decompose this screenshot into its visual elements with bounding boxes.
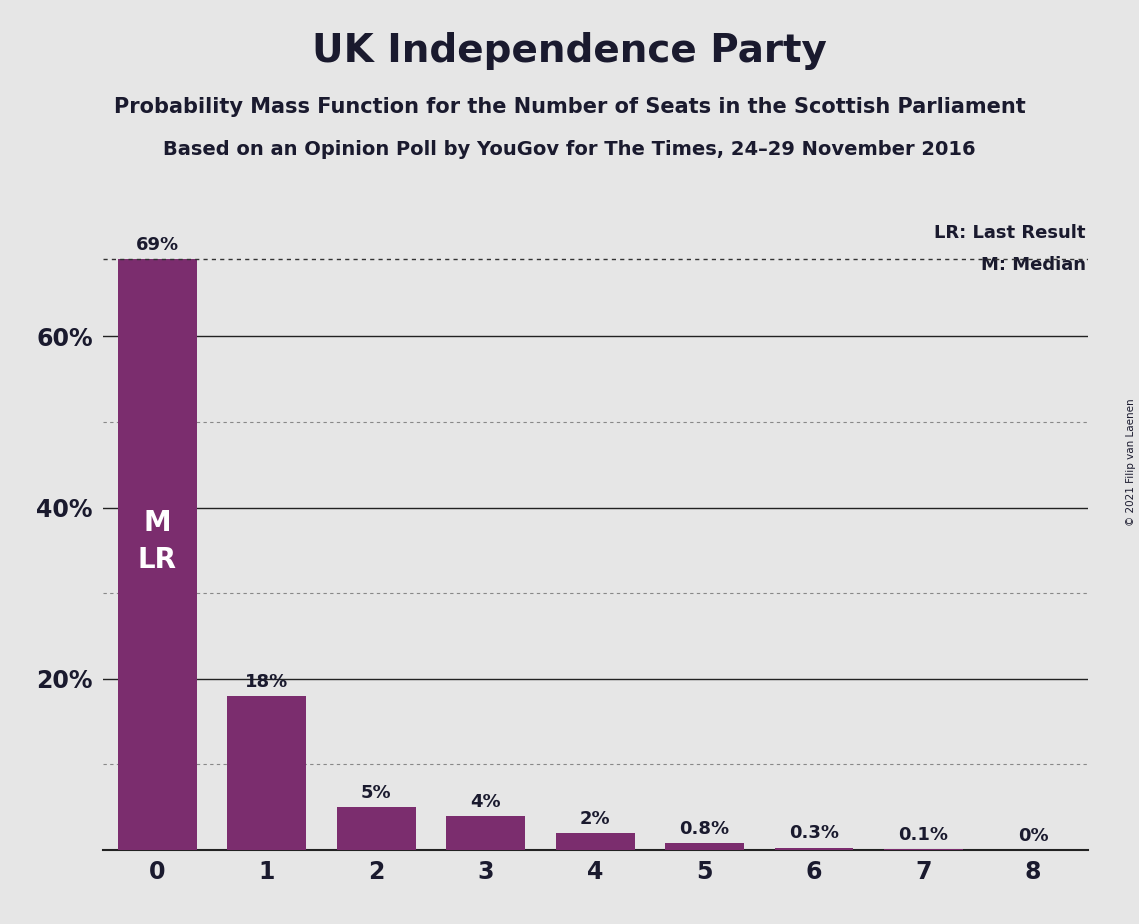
Text: M
LR: M LR bbox=[138, 509, 177, 574]
Bar bbox=[775, 847, 853, 850]
Text: LR: Last Result: LR: Last Result bbox=[934, 224, 1085, 242]
Bar bbox=[446, 816, 525, 850]
Text: Probability Mass Function for the Number of Seats in the Scottish Parliament: Probability Mass Function for the Number… bbox=[114, 97, 1025, 117]
Text: 2%: 2% bbox=[580, 809, 611, 828]
Text: 4%: 4% bbox=[470, 793, 501, 810]
Bar bbox=[556, 833, 634, 850]
Text: 0.8%: 0.8% bbox=[680, 821, 730, 838]
Text: UK Independence Party: UK Independence Party bbox=[312, 32, 827, 70]
Text: © 2021 Filip van Laenen: © 2021 Filip van Laenen bbox=[1126, 398, 1136, 526]
Text: Based on an Opinion Poll by YouGov for The Times, 24–29 November 2016: Based on an Opinion Poll by YouGov for T… bbox=[163, 140, 976, 160]
Text: M: Median: M: Median bbox=[981, 256, 1085, 274]
Bar bbox=[665, 844, 744, 850]
Bar bbox=[228, 696, 306, 850]
Text: 0.3%: 0.3% bbox=[789, 824, 839, 843]
Text: 69%: 69% bbox=[136, 237, 179, 254]
Bar bbox=[337, 808, 416, 850]
Text: 0.1%: 0.1% bbox=[899, 826, 949, 845]
Text: 18%: 18% bbox=[245, 673, 288, 691]
Bar bbox=[117, 260, 197, 850]
Text: 0%: 0% bbox=[1018, 827, 1048, 845]
Text: 5%: 5% bbox=[361, 784, 392, 802]
